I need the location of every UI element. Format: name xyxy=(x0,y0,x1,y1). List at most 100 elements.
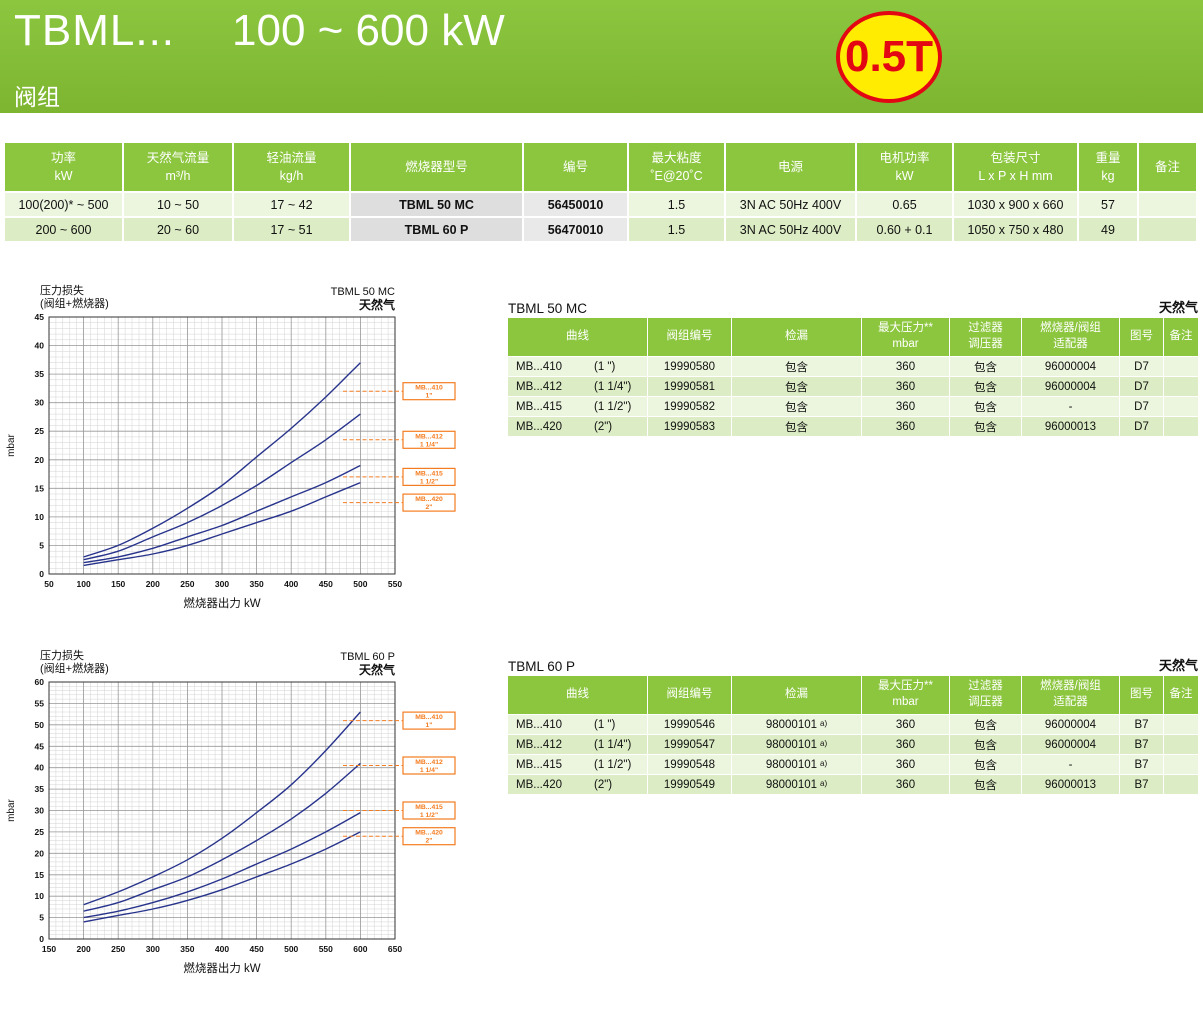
detail-cell-figure: D7 xyxy=(1120,377,1164,396)
detail-header-cell: 阀组编号 xyxy=(648,676,732,714)
detail-cell-adapter: 96000004 xyxy=(1022,715,1120,734)
svg-text:400: 400 xyxy=(215,944,229,954)
footnote-marker: a) xyxy=(820,779,828,788)
spec-header-cell: 最大粘度 ˚E@20˚C xyxy=(629,143,726,191)
detail-cell-curve: MB...410 (1 ") xyxy=(508,715,648,734)
svg-text:0: 0 xyxy=(39,934,44,944)
svg-text:500: 500 xyxy=(353,579,367,589)
detail-cell-filter: 包含 xyxy=(950,775,1022,794)
svg-text:25: 25 xyxy=(35,827,45,837)
leak-value: 包含 xyxy=(785,421,808,434)
spec-cell: 10 ~ 50 xyxy=(124,193,234,216)
detail-header-cell: 阀组编号 xyxy=(648,318,732,356)
detail-cell-adapter: 96000013 xyxy=(1022,775,1120,794)
curve-name: MB...415 xyxy=(516,400,563,413)
curve-size: (1 ") xyxy=(594,718,616,731)
detail-header-cell: 燃烧器/阀组 适配器 xyxy=(1022,318,1120,356)
chart-gas-label: 天然气 xyxy=(359,297,395,312)
y-axis-label: mbar xyxy=(6,433,17,456)
svg-text:1 1/4": 1 1/4" xyxy=(420,441,438,448)
svg-text:25: 25 xyxy=(35,426,45,436)
svg-text:40: 40 xyxy=(35,763,45,773)
detail-table-title: TBML 50 MC xyxy=(508,301,588,316)
detail-cell-max_pressure: 360 xyxy=(862,755,950,774)
detail-cell-leak: 98000101 a) xyxy=(732,755,862,774)
curve-size: (1 1/2") xyxy=(594,400,632,413)
detail-cell-adapter: - xyxy=(1022,397,1120,416)
svg-text:60: 60 xyxy=(35,677,45,687)
detail-cell-figure: B7 xyxy=(1120,715,1164,734)
svg-text:45: 45 xyxy=(35,312,45,322)
page-subtitle: 阀组 xyxy=(14,84,60,110)
detail-cell-note xyxy=(1164,735,1198,754)
svg-text:250: 250 xyxy=(111,944,125,954)
leak-value: 包含 xyxy=(785,381,808,394)
svg-text:5: 5 xyxy=(39,913,44,923)
spec-header-cell: 包装尺寸 L x P x H mm xyxy=(954,143,1079,191)
detail-cell-figure: B7 xyxy=(1120,735,1164,754)
detail-cell-curve: MB...412 (1 1/4") xyxy=(508,377,648,396)
detail-cell-code: 19990549 xyxy=(648,775,732,794)
detail-header-cell: 最大压力** mbar xyxy=(862,676,950,714)
spec-header-cell: 功率 kW xyxy=(5,143,124,191)
curve-size: (1 1/4") xyxy=(594,380,632,393)
detail-header-cell: 过滤器 调压器 xyxy=(950,676,1022,714)
detail-cell-code: 19990548 xyxy=(648,755,732,774)
footnote-marker: a) xyxy=(820,759,828,768)
curve-size: (1 1/4") xyxy=(594,738,632,751)
svg-text:1 1/4": 1 1/4" xyxy=(420,767,438,774)
spec-header-cell: 备注 xyxy=(1139,143,1196,191)
svg-text:45: 45 xyxy=(35,741,45,751)
svg-text:MB...420: MB...420 xyxy=(415,830,443,837)
curve-420 xyxy=(83,481,361,567)
leak-value: 包含 xyxy=(785,361,808,374)
curve-412 xyxy=(83,762,361,912)
x-axis-label: 燃烧器出力 kW xyxy=(183,596,260,610)
y-axis-label: mbar xyxy=(6,798,17,821)
detail-table-header: 曲线 阀组编号 检漏 最大压力** mbar 过滤器 调压器 燃烧器/阀组 适配器 图号 备注 xyxy=(508,676,1198,715)
detail-cell-filter: 包含 xyxy=(950,357,1022,376)
spec-cell: 1.5 xyxy=(629,193,726,216)
spec-header-cell: 燃烧器型号 xyxy=(351,143,524,191)
svg-text:500: 500 xyxy=(284,944,298,954)
detail-header-cell: 备注 xyxy=(1164,676,1198,714)
svg-text:(阀组+燃烧器): (阀组+燃烧器) xyxy=(40,661,109,675)
detail-header-cell: 曲线 xyxy=(508,676,648,714)
curve-size: (2") xyxy=(594,778,613,791)
leak-value: 98000101 xyxy=(765,778,818,791)
svg-text:250: 250 xyxy=(180,579,194,589)
detail-header-cell: 图号 xyxy=(1120,676,1164,714)
detail-header-cell: 过滤器 调压器 xyxy=(950,318,1022,356)
spec-header-cell: 重量 kg xyxy=(1079,143,1139,191)
svg-text:50: 50 xyxy=(35,720,45,730)
svg-text:0: 0 xyxy=(39,569,44,579)
detail-cell-adapter: 96000004 xyxy=(1022,357,1120,376)
curve-name: MB...415 xyxy=(516,758,563,771)
detail-table-row: MB...420 (2") 19990583 包含 360 包含 96000013 D7 xyxy=(508,417,1198,437)
detail-table-header: 曲线 阀组编号 检漏 最大压力** mbar 过滤器 调压器 燃烧器/阀组 适配器 图号 备注 xyxy=(508,318,1198,357)
spec-cell: 56470010 xyxy=(524,218,629,241)
spec-cell: 56450010 xyxy=(524,193,629,216)
svg-text:20: 20 xyxy=(35,848,45,858)
svg-text:5: 5 xyxy=(39,540,44,550)
detail-header-cell: 燃烧器/阀组 适配器 xyxy=(1022,676,1120,714)
detail-cell-note xyxy=(1164,755,1198,774)
spec-cell: 0.65 xyxy=(857,193,954,216)
detail-cell-note xyxy=(1164,397,1198,416)
detail-cell-filter: 包含 xyxy=(950,735,1022,754)
detail-cell-adapter: 96000013 xyxy=(1022,417,1120,436)
curve-412 xyxy=(83,413,361,561)
detail-table-title: TBML 60 P xyxy=(508,659,576,674)
detail-cell-figure: D7 xyxy=(1120,397,1164,416)
spec-table-header: 功率 kW 天然气流量 m³/h 轻油流量 kg/h 燃烧器型号 编号 最大粘度 ˚E@2… xyxy=(5,143,1197,193)
svg-text:1 1/2": 1 1/2" xyxy=(420,478,438,485)
curve-410 xyxy=(83,711,361,906)
detail-cell-leak: 98000101 a) xyxy=(732,715,862,734)
detail-cell-curve: MB...410 (1 ") xyxy=(508,357,648,376)
curve-name: MB...420 xyxy=(516,420,563,433)
detail-cell-max_pressure: 360 xyxy=(862,715,950,734)
leak-value: 98000101 xyxy=(765,738,818,751)
